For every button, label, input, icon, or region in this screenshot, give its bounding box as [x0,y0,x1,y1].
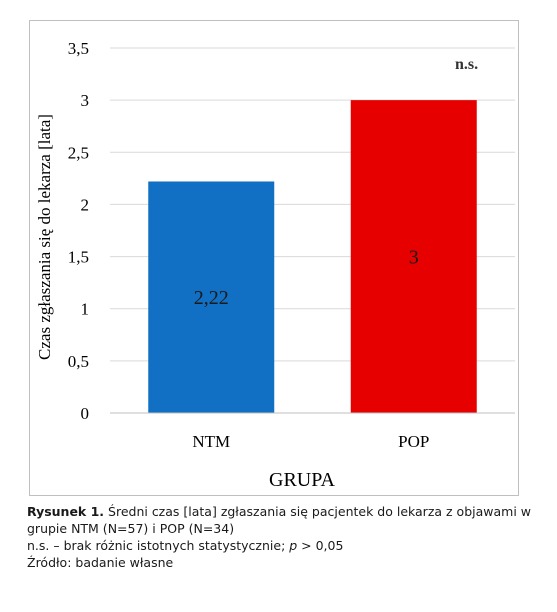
x-tick-labels: NTM POP [192,432,429,451]
bar-chart: 0 0,5 1 1,5 2 2,5 3 3,5 NTM POP 2,22 3 Czas zgłas… [35,39,515,491]
caption-ns-prefix: n.s. – brak różnic istotnych statystyczn… [27,538,290,553]
x-tick-label: POP [398,432,429,451]
chart-frame: 0 0,5 1 1,5 2 2,5 3 3,5 NTM POP 2,22 3 Czas zgłas… [29,20,519,496]
caption-p-symbol: p [289,538,298,553]
caption-note: n.s. – brak różnic istotnych statystyczn… [27,537,537,554]
y-axis-title: Czas zgłaszania się do lekarza [lata] [35,114,54,360]
x-axis-title: GRUPA [269,469,336,491]
y-tick-label: 3 [81,91,90,110]
y-tick-label: 0,5 [68,352,89,371]
caption-source: Źródło: badanie własne [27,555,174,570]
y-tick-label: 2 [81,195,90,214]
caption-text: Średni czas [lata] zgłaszania się pacjen… [27,504,531,536]
bar-pop [350,100,477,414]
x-tick-label: NTM [192,432,230,451]
caption-p-suffix: > 0,05 [297,538,344,553]
y-tick-label: 0 [81,404,90,423]
bars [148,100,477,414]
significance-annotation: n.s. [455,56,478,73]
y-tick-label: 3,5 [68,39,89,58]
data-labels: 2,22 3 [194,247,419,310]
y-tick-label: 1 [81,300,90,319]
data-label: 3 [409,247,419,269]
bar-ntm [148,181,275,413]
figure-caption: Rysunek 1. Średni czas [lata] zgłaszania… [27,503,537,571]
data-label: 2,22 [194,287,229,309]
caption-main: Rysunek 1. Średni czas [lata] zgłaszania… [27,503,537,537]
y-tick-labels: 0 0,5 1 1,5 2 2,5 3 3,5 [68,39,89,423]
y-tick-label: 2,5 [68,143,89,162]
caption-label: Rysunek 1. [27,504,105,519]
y-tick-label: 1,5 [68,248,89,267]
